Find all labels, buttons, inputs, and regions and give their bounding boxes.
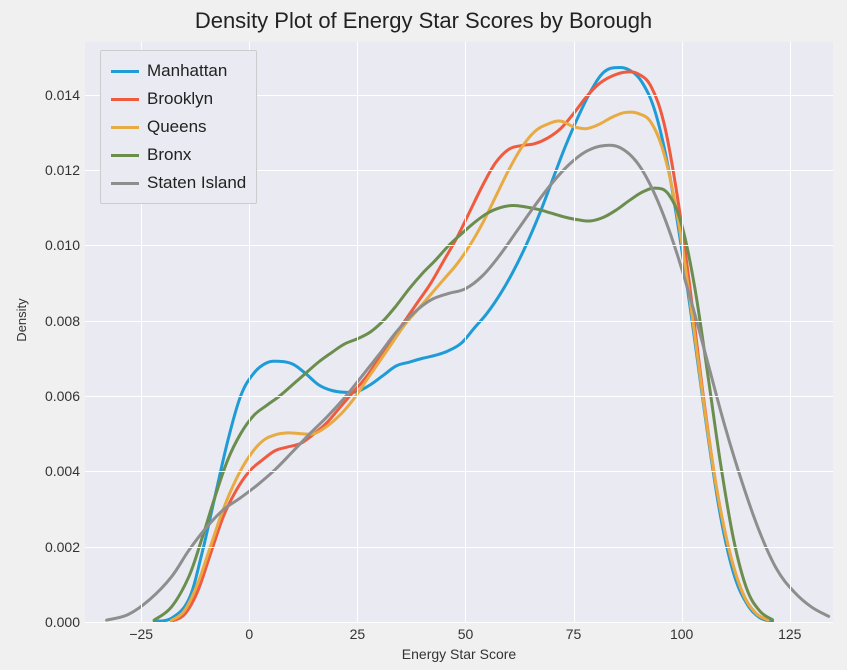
y-tick: 0.004: [30, 463, 80, 479]
legend-item-brooklyn: Brooklyn: [111, 85, 246, 113]
x-tick: −25: [129, 626, 153, 642]
legend-swatch: [111, 154, 139, 157]
legend-swatch: [111, 182, 139, 185]
x-tick: 25: [350, 626, 366, 642]
density-chart: Density Plot of Energy Star Scores by Bo…: [0, 0, 847, 670]
vgrid-line: [682, 42, 683, 622]
y-tick: 0.008: [30, 313, 80, 329]
x-tick: 50: [458, 626, 474, 642]
legend: Manhattan Brooklyn Queens Bronx Staten Islan…: [100, 50, 257, 204]
series-brooklyn: [171, 72, 768, 621]
hgrid-line: [85, 396, 833, 397]
y-tick: 0.006: [30, 388, 80, 404]
y-tick: 0.000: [30, 614, 80, 630]
legend-item-manhattan: Manhattan: [111, 57, 246, 85]
legend-label: Manhattan: [147, 61, 227, 81]
legend-item-queens: Queens: [111, 113, 246, 141]
legend-swatch: [111, 98, 139, 101]
hgrid-line: [85, 547, 833, 548]
y-tick: 0.012: [30, 162, 80, 178]
y-axis-label: Density: [14, 270, 29, 370]
hgrid-line: [85, 622, 833, 623]
x-tick: 125: [778, 626, 801, 642]
hgrid-line: [85, 471, 833, 472]
y-tick: 0.010: [30, 237, 80, 253]
legend-label: Queens: [147, 117, 207, 137]
vgrid-line: [357, 42, 358, 622]
x-tick: 75: [566, 626, 582, 642]
legend-label: Bronx: [147, 145, 191, 165]
vgrid-line: [790, 42, 791, 622]
y-tick: 0.002: [30, 539, 80, 555]
hgrid-line: [85, 321, 833, 322]
hgrid-line: [85, 245, 833, 246]
x-tick: 0: [245, 626, 253, 642]
legend-label: Brooklyn: [147, 89, 213, 109]
y-tick: 0.014: [30, 87, 80, 103]
legend-item-staten-island: Staten Island: [111, 169, 246, 197]
chart-title: Density Plot of Energy Star Scores by Bo…: [0, 8, 847, 34]
legend-swatch: [111, 126, 139, 129]
vgrid-line: [465, 42, 466, 622]
legend-swatch: [111, 70, 139, 73]
x-axis-label: Energy Star Score: [85, 646, 833, 662]
x-tick: 100: [670, 626, 693, 642]
legend-label: Staten Island: [147, 173, 246, 193]
legend-item-bronx: Bronx: [111, 141, 246, 169]
vgrid-line: [574, 42, 575, 622]
